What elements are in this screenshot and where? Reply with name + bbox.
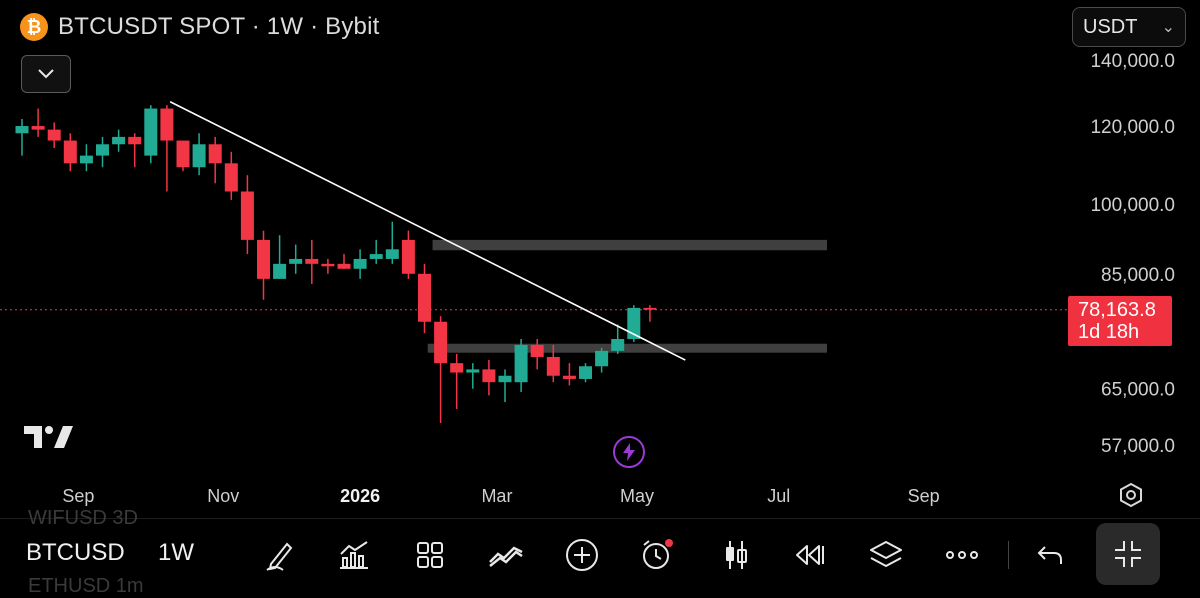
candle-body (224, 163, 238, 192)
candle-body (450, 363, 464, 373)
candle-body (562, 375, 576, 379)
candle-body (112, 136, 126, 145)
exit-fullscreen-button[interactable] (1096, 523, 1160, 585)
candle-body (611, 338, 625, 351)
candle-body (643, 307, 657, 310)
candle-body (401, 239, 415, 274)
candle-body (96, 144, 109, 156)
candle-body (208, 144, 222, 164)
widgets-grid-icon[interactable] (408, 533, 452, 577)
x-tick-label: May (620, 486, 654, 506)
candle-body (305, 258, 319, 264)
x-tick-label: 2026 (340, 486, 380, 506)
undo-icon[interactable] (1028, 533, 1072, 577)
candle-body (128, 136, 142, 145)
x-tick-label: Nov (207, 486, 239, 506)
collapse-indicators-button[interactable] (21, 55, 71, 93)
candle-body (385, 249, 399, 259)
symbol-list-item[interactable]: WIFUSD 3D (28, 507, 138, 529)
candle-style-icon[interactable] (714, 533, 758, 577)
add-icon[interactable] (560, 533, 604, 577)
candle-body (482, 369, 496, 383)
layers-icon[interactable] (864, 533, 908, 577)
exit-fullscreen-icon (1115, 541, 1141, 567)
alarm-clock-icon[interactable] (635, 533, 679, 577)
sr-zone-1 (432, 239, 827, 251)
candle-body (176, 140, 190, 168)
candle-body (63, 140, 77, 164)
candle-body (466, 369, 480, 373)
current-price-label: 78,163.8 1d 18h (1068, 296, 1172, 346)
candle-body (15, 126, 29, 134)
bar-countdown: 1d 18h (1078, 321, 1140, 343)
y-tick-label: 140,000.0 (1090, 51, 1175, 72)
candle-body (321, 263, 335, 267)
timeframe-selector[interactable]: 1W (158, 539, 194, 566)
compare-symbols-icon[interactable] (484, 533, 528, 577)
currency-select[interactable]: USDT ⌄ (1072, 7, 1186, 47)
settings-icon[interactable] (1118, 482, 1144, 508)
candle-body (595, 350, 609, 367)
bottom-toolbar: WIFUSD 3D ETHUSD 1m BTCUSD 1W (0, 507, 1200, 597)
y-tick-label: 100,000.0 (1090, 195, 1175, 216)
sr-zone-2 (427, 343, 827, 353)
candle-body (418, 273, 431, 322)
candle-body (337, 263, 351, 269)
candle-body (273, 263, 287, 279)
bitcoin-icon: ₿ (20, 13, 48, 41)
candle-body (289, 258, 303, 264)
candle-body (47, 129, 61, 141)
candle-body (79, 155, 93, 164)
currency-value: USDT (1083, 15, 1138, 38)
candle-body (160, 108, 174, 141)
candle-body (514, 344, 528, 383)
symbol-header[interactable]: ₿ BTCUSDT SPOT · 1W · Bybit (20, 12, 380, 42)
x-tick-label: Jul (767, 486, 790, 506)
y-tick-label: 85,000.0 (1101, 265, 1175, 286)
candle-body (530, 344, 544, 357)
candle-body (240, 191, 254, 240)
more-icon[interactable] (940, 533, 984, 577)
y-tick-label: 65,000.0 (1101, 380, 1175, 401)
y-tick-label: 120,000.0 (1090, 117, 1175, 138)
current-price-value: 78,163.8 (1078, 299, 1156, 321)
candle-body (498, 375, 512, 383)
chevron-down-icon: ⌄ (1161, 19, 1175, 36)
candle-body (369, 254, 383, 259)
symbol-selector[interactable]: BTCUSD (26, 539, 125, 566)
toolbar-divider (1008, 541, 1009, 569)
lightning-icon[interactable] (613, 436, 645, 468)
symbol-list-item[interactable]: ETHUSD 1m (28, 575, 144, 597)
drawing-pen-icon[interactable] (258, 533, 302, 577)
candle-body (257, 239, 270, 279)
x-tick-label: Mar (481, 486, 512, 506)
candlestick-chart[interactable]: 140,000.0 120,000.0 100,000.0 85,000.0 65,00… (0, 0, 1200, 518)
x-tick-label: Sep (62, 486, 94, 506)
candle-body (627, 307, 641, 339)
candle-body (353, 258, 367, 269)
candle-body (144, 108, 158, 156)
trendline (169, 101, 686, 361)
indicators-icon[interactable] (332, 533, 376, 577)
replay-rewind-icon[interactable] (788, 533, 832, 577)
candle-body (434, 321, 448, 364)
candle-body (192, 144, 206, 168)
chart-title: BTCUSDT SPOT · 1W · Bybit (58, 13, 380, 40)
chevron-down-icon (38, 69, 54, 79)
tradingview-logo-icon[interactable] (24, 424, 74, 450)
candle-body (31, 126, 45, 130)
y-tick-label: 57,000.0 (1101, 436, 1175, 457)
candle-body (579, 366, 592, 379)
x-tick-label: Sep (908, 486, 940, 506)
candle-body (546, 356, 560, 376)
